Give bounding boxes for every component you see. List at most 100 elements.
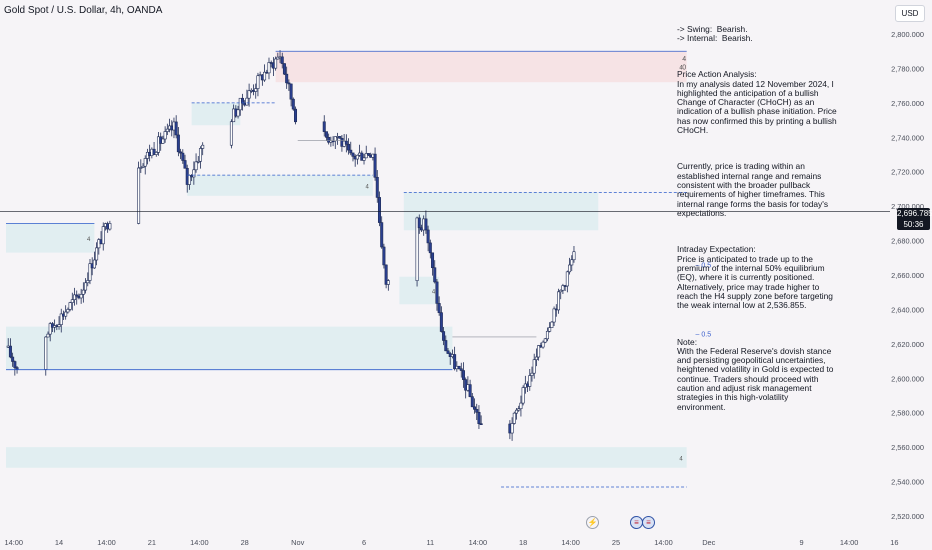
bull-candle — [92, 259, 96, 269]
bull-candle — [512, 412, 516, 424]
bull-candle — [70, 299, 74, 303]
bull-candle — [541, 341, 545, 348]
bear-candle — [375, 176, 379, 198]
chart-annotation: – 0.5 — [696, 263, 712, 270]
bull-candle — [236, 109, 240, 117]
bull-candle — [137, 167, 141, 224]
bear-candle — [431, 252, 435, 269]
lightning-event-icon[interactable]: ⚡ — [586, 516, 599, 529]
bear-candle — [8, 345, 12, 358]
bull-candle — [81, 289, 85, 295]
bear-candle — [377, 197, 381, 223]
x-tick-label: 11 — [426, 538, 434, 547]
y-tick-label: 2,720.000 — [891, 168, 924, 177]
bear-candle — [417, 217, 421, 229]
x-tick-label: Nov — [291, 538, 304, 547]
x-tick-label: 25 — [612, 538, 620, 547]
bear-candle — [280, 56, 284, 64]
bear-candle — [446, 350, 450, 354]
bull-candle — [143, 158, 147, 167]
x-tick-label: 6 — [362, 538, 366, 547]
bear-candle — [428, 242, 432, 254]
bull-candle — [256, 75, 260, 89]
bear-candle — [457, 365, 461, 370]
volatility-note: Note: With the Federal Reserve's dovish … — [677, 336, 834, 412]
bear-candle — [294, 108, 298, 123]
zone-label: 4 — [87, 237, 91, 243]
bear-candle — [468, 384, 472, 397]
current-price-tag: 2,696.785 50:36 — [897, 208, 932, 230]
zone-label: 4 — [679, 456, 683, 462]
x-tick-label: Dec — [702, 538, 715, 547]
bull-candle — [192, 169, 196, 178]
bull-candle — [79, 294, 83, 299]
y-tick-label: 2,560.000 — [891, 443, 924, 452]
x-tick-label: 14:00 — [97, 538, 116, 547]
bear-candle — [360, 152, 364, 161]
bull-candle — [88, 263, 92, 281]
bear-candle — [344, 140, 348, 145]
demand-zone — [191, 102, 241, 126]
bear-candle — [437, 303, 441, 313]
bull-candle — [84, 282, 88, 291]
bull-candle — [64, 311, 68, 317]
bear-candle — [289, 83, 293, 100]
bull-candle — [201, 144, 205, 149]
bull-candle — [530, 372, 534, 376]
x-tick-label: 14:00 — [561, 538, 580, 547]
bull-candle — [550, 321, 554, 328]
x-tick-label: 16 — [890, 538, 898, 547]
bull-candle — [572, 251, 576, 261]
bull-candle — [198, 148, 202, 162]
bear-candle — [347, 143, 351, 151]
bear-candle — [384, 264, 388, 285]
bear-candle — [174, 121, 178, 136]
x-tick-label: 18 — [519, 538, 527, 547]
bull-candle — [101, 226, 105, 245]
bear-candle — [475, 409, 479, 413]
bear-candle — [179, 151, 183, 154]
intraday-note: Intraday Expectation: Price is anticipat… — [677, 244, 833, 311]
bull-candle — [545, 330, 549, 340]
bull-candle — [415, 217, 419, 281]
currency-button[interactable]: USD — [895, 5, 925, 22]
bear-candle — [473, 406, 477, 410]
bull-candle — [386, 280, 390, 285]
bull-candle — [66, 309, 70, 313]
bull-candle — [528, 375, 532, 387]
bull-candle — [559, 289, 563, 293]
y-tick-label: 2,800.000 — [891, 30, 924, 39]
x-tick-label: 14:00 — [654, 538, 673, 547]
bull-candle — [515, 409, 519, 414]
bull-candle — [194, 161, 198, 171]
bull-candle — [561, 285, 565, 291]
bull-candle — [364, 153, 368, 159]
bull-candle — [245, 97, 249, 106]
bull-candle — [263, 71, 267, 81]
bear-candle — [338, 136, 342, 139]
countdown-timer: 50:36 — [903, 220, 924, 229]
chart-annotation: 0 — [682, 65, 686, 72]
current-note: Currently, price is trading within an es… — [677, 161, 831, 218]
demand-zone — [6, 447, 687, 468]
structure-note: -> Swing: Bearish. -> Internal: Bearish. — [677, 23, 753, 43]
bull-candle — [161, 138, 165, 144]
bear-candle — [327, 137, 331, 143]
bull-candle — [139, 167, 143, 169]
bull-candle — [355, 154, 359, 160]
bull-candle — [59, 313, 63, 325]
bear-candle — [282, 63, 286, 75]
bull-candle — [73, 294, 77, 300]
demand-zone — [187, 175, 373, 196]
bull-candle — [568, 264, 572, 273]
bear-candle — [470, 396, 474, 408]
bear-candle — [183, 160, 187, 169]
x-tick-label: 14 — [55, 538, 63, 547]
us-flag-event-icon[interactable]: ≡ — [642, 516, 655, 529]
bull-candle — [570, 259, 574, 266]
bull-candle — [196, 160, 200, 163]
bear-candle — [349, 149, 353, 154]
bear-candle — [366, 153, 370, 156]
x-tick-label: 28 — [241, 538, 249, 547]
